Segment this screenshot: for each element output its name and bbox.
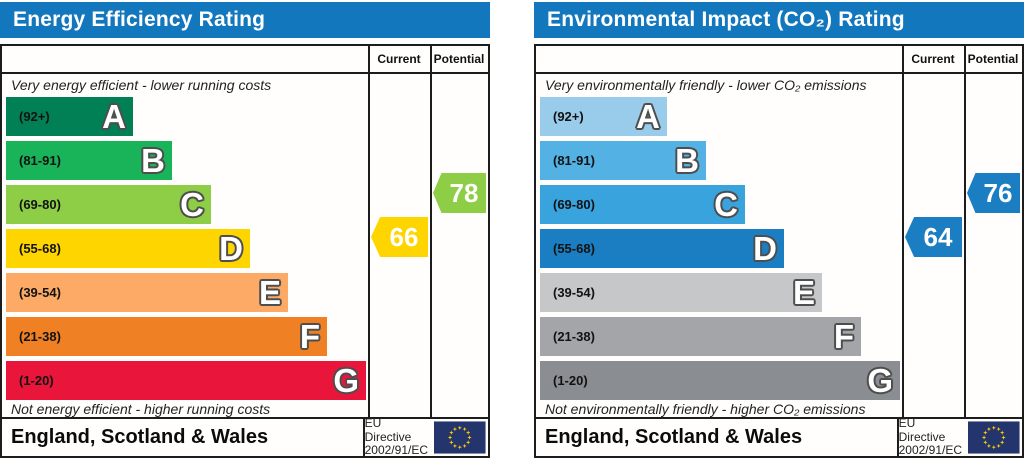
- band-letter: A: [102, 98, 126, 135]
- band-b: (81-91) B: [6, 141, 172, 180]
- band-letter: C: [180, 186, 204, 223]
- band-range-label: (92+): [19, 109, 50, 124]
- current-value-tag: 66: [371, 217, 428, 257]
- energy-rating-table: Current Potential Very energy efficient …: [0, 44, 490, 458]
- band-range-label: (69-80): [553, 197, 595, 212]
- band-a: (92+) A: [6, 97, 133, 136]
- table-header-row: Current Potential: [536, 46, 1022, 74]
- band-range-label: (92+): [553, 109, 584, 124]
- co2-rating-table: Current Potential Very environmentally f…: [534, 44, 1024, 458]
- bands: (92+) A (81-91) B (69-80) C (55-68) D (39-54) E (2…: [540, 97, 900, 400]
- eu-directive-label: EU Directive 2002/91/EC: [898, 415, 962, 458]
- top-caption: Very energy efficient - lower running co…: [11, 77, 272, 93]
- co2-panel-title: Environmental Impact (CO₂) Rating: [534, 2, 1024, 38]
- band-letter: E: [792, 274, 815, 311]
- band-c: (69-80) C: [540, 185, 745, 224]
- panel-title-text: Environmental Impact (CO₂) Rating: [547, 8, 905, 31]
- column-divider: [368, 46, 370, 419]
- directive-box: EU Directive 2002/91/EC: [898, 415, 1022, 458]
- band-letter: D: [219, 230, 243, 267]
- band-g: (1-20) G: [540, 361, 900, 400]
- band-letter: A: [636, 98, 660, 135]
- band-range-label: (39-54): [19, 285, 61, 300]
- eu-flag-icon: [968, 421, 1020, 454]
- band-e: (39-54) E: [6, 273, 288, 312]
- current-value-tag: 64: [905, 217, 962, 257]
- bands: (92+) A (81-91) B (69-80) C (55-68) D (39-54) E (2…: [6, 97, 366, 400]
- panel-title-text: Energy Efficiency Rating: [13, 8, 266, 31]
- column-divider: [430, 46, 432, 419]
- potential-value-tag: 76: [967, 173, 1020, 213]
- energy-panel-title: Energy Efficiency Rating: [0, 2, 490, 38]
- band-letter: B: [675, 142, 699, 179]
- band-d: (55-68) D: [6, 229, 250, 268]
- band-letter: G: [333, 362, 359, 399]
- band-e: (39-54) E: [540, 273, 822, 312]
- table-footer: England, Scotland & Wales EU Directive 2…: [2, 415, 488, 458]
- band-letter: G: [867, 362, 893, 399]
- band-range-label: (1-20): [553, 373, 588, 388]
- band-range-label: (81-91): [19, 153, 61, 168]
- potential-value-tag: 78: [433, 173, 486, 213]
- top-caption: Very environmentally friendly - lower CO…: [545, 77, 867, 93]
- band-b: (81-91) B: [540, 141, 706, 180]
- bottom-caption: Not energy efficient - higher running co…: [11, 401, 271, 417]
- band-letter: B: [141, 142, 165, 179]
- band-c: (69-80) C: [6, 185, 211, 224]
- column-divider: [964, 46, 966, 419]
- table-footer: England, Scotland & Wales EU Directive 2…: [536, 415, 1022, 458]
- band-f: (21-38) F: [540, 317, 861, 356]
- region-label: England, Scotland & Wales: [2, 419, 365, 456]
- potential-column-header: Potential: [967, 52, 1019, 66]
- eu-directive-label: EU Directive 2002/91/EC: [364, 415, 428, 458]
- directive-box: EU Directive 2002/91/EC: [364, 415, 488, 458]
- band-range-label: (55-68): [553, 241, 595, 256]
- band-range-label: (69-80): [19, 197, 61, 212]
- current-column-header: Current: [911, 52, 955, 66]
- band-a: (92+) A: [540, 97, 667, 136]
- band-f: (21-38) F: [6, 317, 327, 356]
- band-range-label: (55-68): [19, 241, 61, 256]
- band-range-label: (81-91): [553, 153, 595, 168]
- band-range-label: (21-38): [19, 329, 61, 344]
- band-range-label: (21-38): [553, 329, 595, 344]
- energy-efficiency-panel: Energy Efficiency Rating Current Potenti…: [0, 0, 490, 460]
- band-letter: F: [299, 318, 320, 355]
- band-letter: E: [258, 274, 281, 311]
- band-range-label: (39-54): [553, 285, 595, 300]
- band-letter: F: [833, 318, 854, 355]
- environmental-impact-panel: Environmental Impact (CO₂) Rating Curren…: [534, 0, 1024, 460]
- band-g: (1-20) G: [6, 361, 366, 400]
- potential-column-header: Potential: [433, 52, 485, 66]
- table-header-row: Current Potential: [2, 46, 488, 74]
- bottom-caption: Not environmentally friendly - higher CO…: [545, 401, 866, 417]
- column-divider: [902, 46, 904, 419]
- band-d: (55-68) D: [540, 229, 784, 268]
- region-label: England, Scotland & Wales: [536, 419, 899, 456]
- band-range-label: (1-20): [19, 373, 54, 388]
- band-letter: C: [714, 186, 738, 223]
- band-letter: D: [753, 230, 777, 267]
- current-column-header: Current: [377, 52, 421, 66]
- eu-flag-icon: [434, 421, 486, 454]
